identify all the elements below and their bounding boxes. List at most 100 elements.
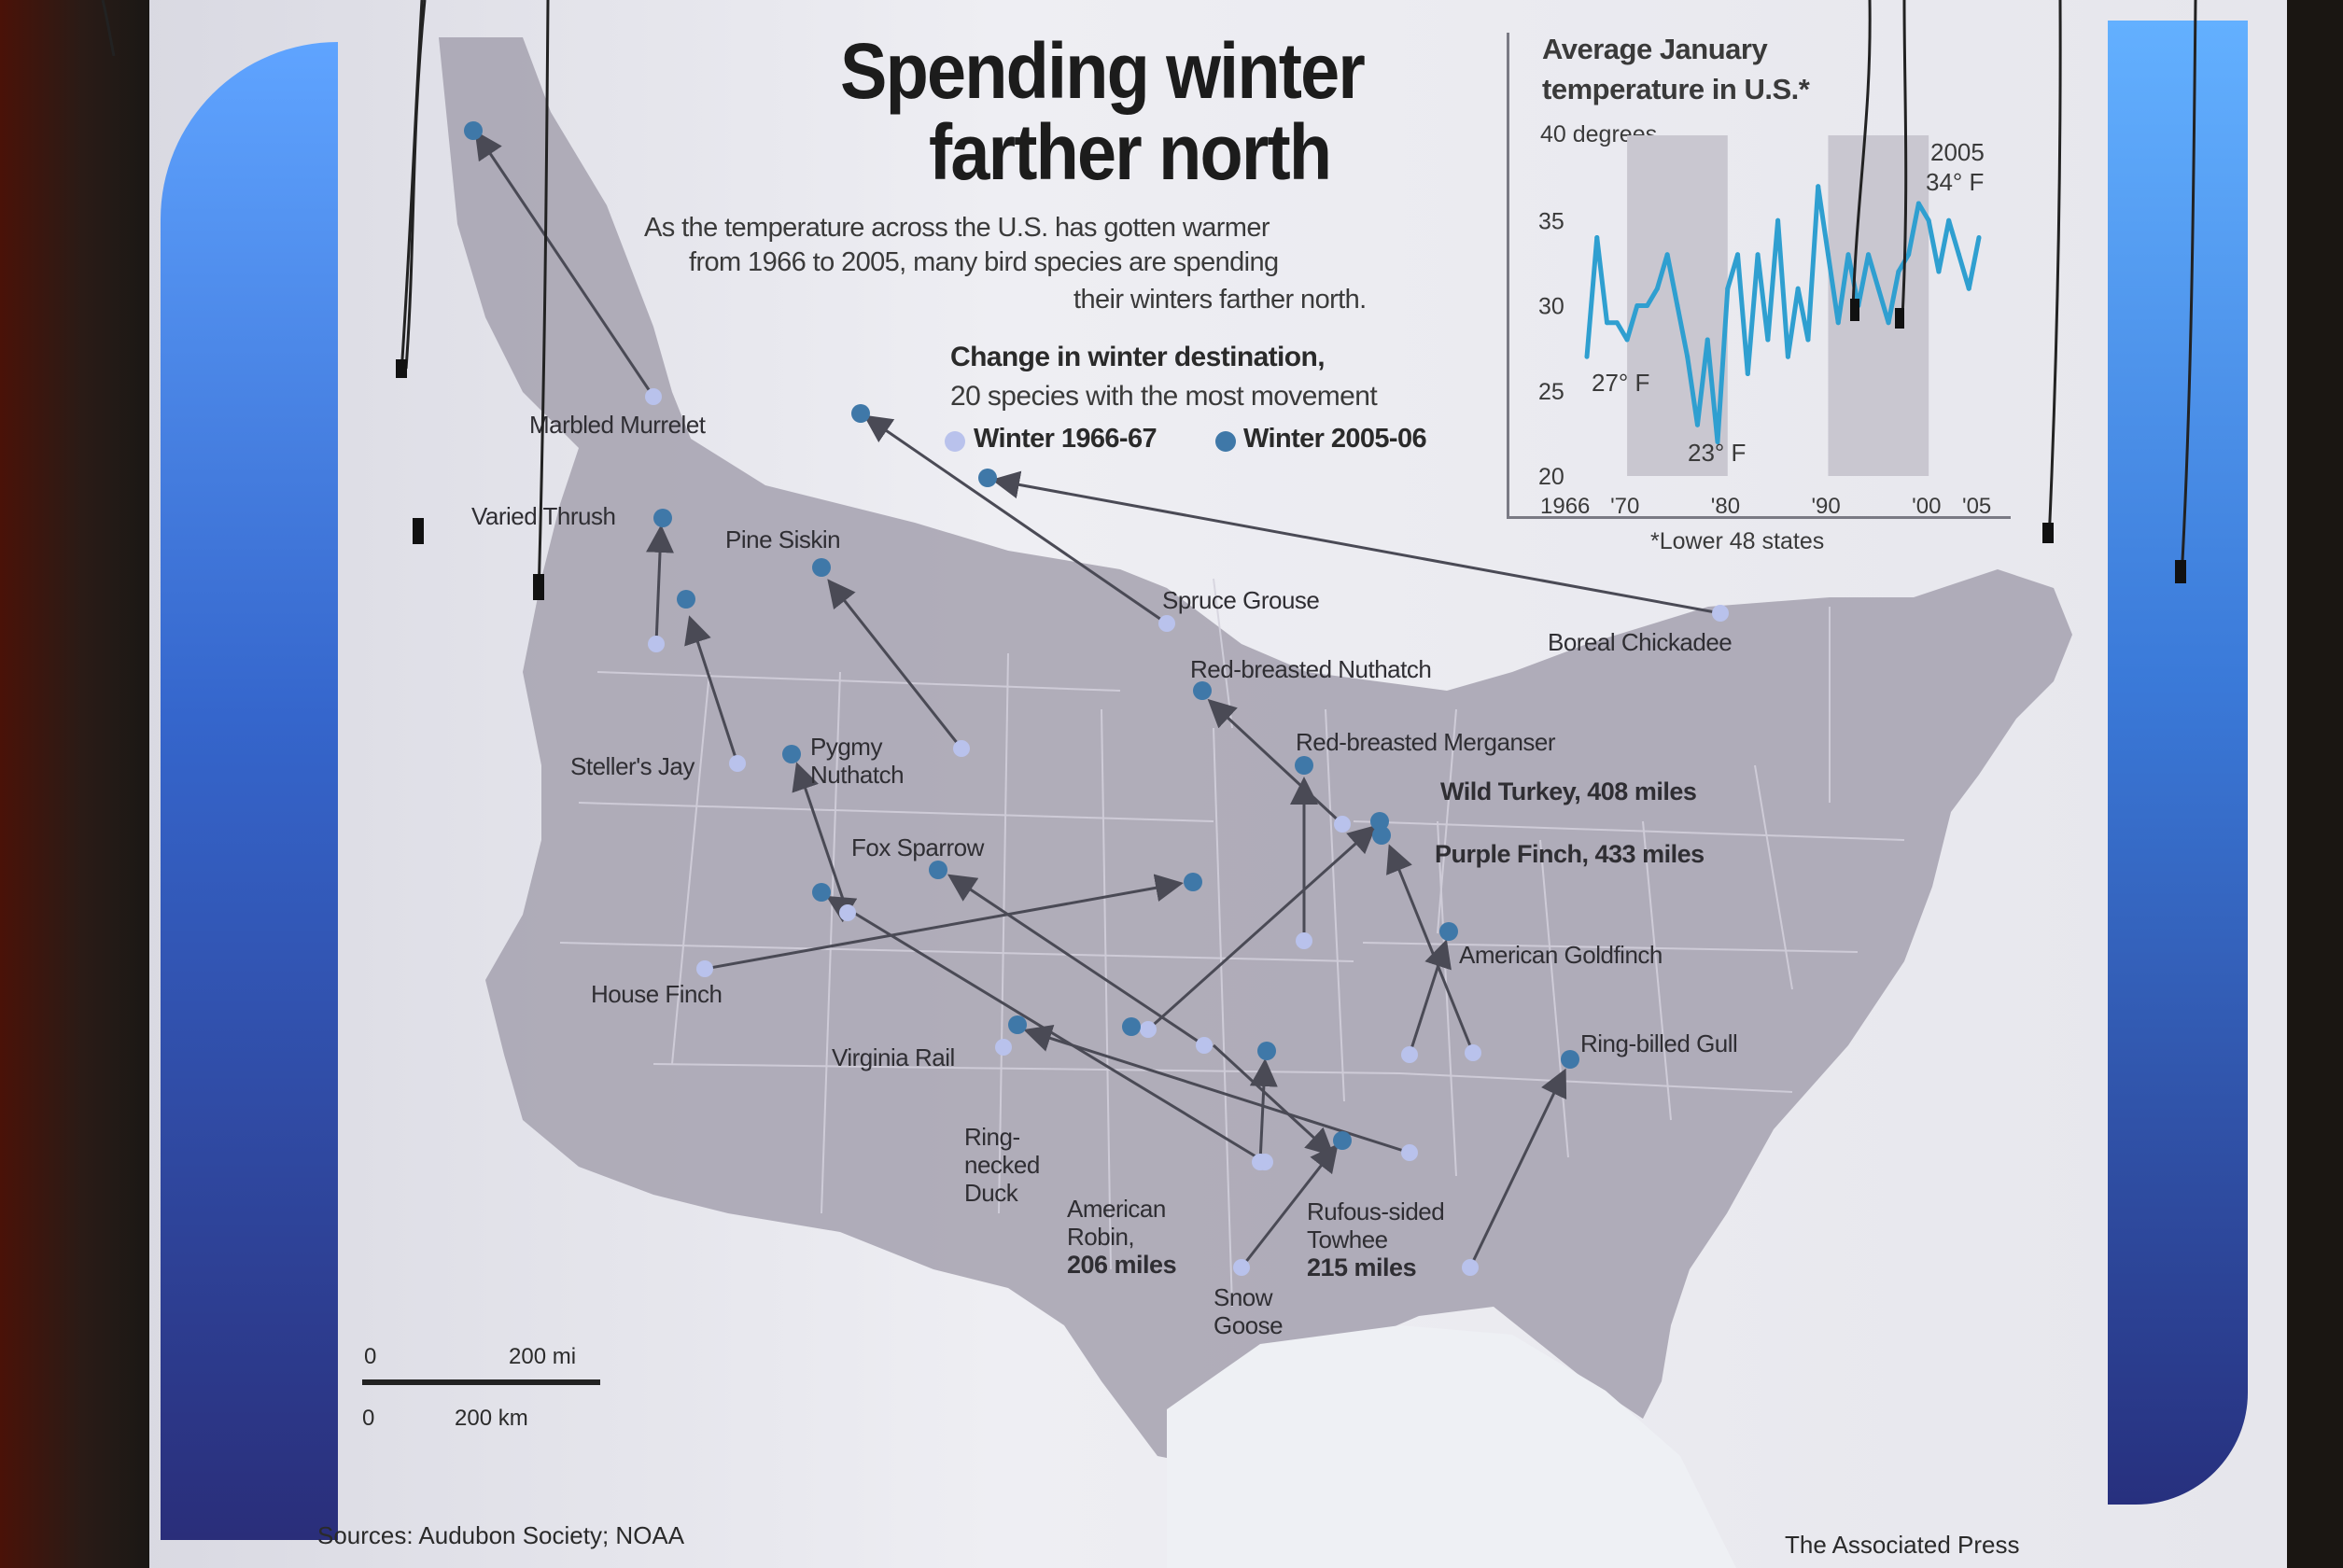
inset-data-point — [1735, 252, 1741, 258]
inset-bottom-rule — [1507, 516, 2011, 519]
arrow-house-finch — [704, 874, 1184, 971]
scale-zero-mi: 0 — [364, 1344, 377, 1369]
arrow-spruce-grouse — [863, 414, 1168, 625]
inset-annotation-start: 27° F — [1592, 369, 1650, 397]
arrow-fox-sparrow — [947, 874, 1205, 1047]
inset-temperature-line — [1584, 184, 1982, 444]
label-ring-billed-gull: Ring-billed Gull — [1580, 1029, 1738, 1057]
inset-title-line2: temperature in U.S.* — [1542, 73, 1810, 105]
inset-data-point — [1594, 235, 1600, 240]
inset-data-point — [1886, 320, 1891, 326]
inset-data-point — [1624, 337, 1630, 343]
inset-data-point — [1705, 337, 1710, 343]
inset-annotation-end: 34° F — [1926, 168, 1985, 196]
arrow-american-robin — [1249, 1058, 1278, 1163]
inset-data-point — [1866, 252, 1872, 258]
arrow-american-goldfinch — [1408, 939, 1452, 1056]
inset-data-point — [1664, 252, 1670, 258]
state-borders — [559, 578, 1905, 1308]
label-house-finch: House Finch — [591, 980, 723, 1008]
inset-x-tick-label: '90 — [1811, 494, 1840, 519]
inset-y-tick-label: 20 — [1538, 464, 1564, 490]
inset-data-point — [1915, 201, 1921, 206]
inset-data-point — [1694, 422, 1700, 427]
label-varied-thrush: Varied Thrush — [471, 502, 616, 530]
label-red-breasted-nuthatch: Red-breasted Nuthatch — [1190, 655, 1432, 683]
inset-footnote: *Lower 48 states — [1650, 528, 1825, 554]
arrow-stellers-jay — [684, 615, 739, 764]
inset-data-point — [1926, 217, 1931, 223]
label-wild-turkey: Wild Turkey, 408 miles — [1440, 777, 1697, 805]
inset-data-point — [1956, 252, 1961, 258]
inset-data-point — [1675, 303, 1680, 308]
ocean-gulf — [1167, 1325, 1736, 1568]
label-stellers-jay: Steller's Jay — [570, 752, 694, 780]
inset-x-tick-label: '70 — [1610, 494, 1639, 519]
inset-data-point — [1775, 217, 1781, 223]
arrow-pygmy-nuthatch — [792, 762, 849, 914]
legend-title: Change in winter destination, — [950, 342, 1326, 372]
footer-sources: Sources: Audubon Society; NOAA — [317, 1521, 685, 1549]
intro-line3: their winters farther north. — [1073, 285, 1367, 315]
inset-data-point — [1896, 269, 1901, 274]
inset-data-point — [1605, 320, 1610, 326]
inset-data-point — [1725, 286, 1731, 291]
label-fox-sparrow: Fox Sparrow — [851, 833, 984, 861]
inset-decade-band — [1828, 135, 1929, 476]
inset-data-point — [1936, 269, 1942, 274]
inset-data-point — [1875, 286, 1881, 291]
label-boreal-chickadee: Boreal Chickadee — [1548, 628, 1733, 656]
dots-1966 — [645, 388, 1729, 1276]
inset-x-tick-label: 1966 — [1540, 494, 1590, 519]
inset-data-point — [1805, 337, 1811, 343]
headline-line1: Spending winter — [840, 27, 1366, 115]
arrow-red-breasted-nuthatch — [1207, 698, 1344, 826]
arrow-pine-siskin — [827, 579, 963, 749]
label-virginia-rail: Virginia Rail — [832, 1043, 955, 1071]
label-snow-goose: Snow Goose — [1214, 1283, 1284, 1339]
label-american-robin-miles: 206 miles — [1067, 1251, 1177, 1279]
headline-line2: farther north — [929, 108, 1332, 196]
arrow-ring-billed-gull — [1468, 1068, 1567, 1268]
scale-km: 200 km — [455, 1406, 528, 1431]
label-rufous-sided-towhee-miles: 215 miles — [1307, 1253, 1417, 1281]
scale-bar — [362, 1379, 600, 1385]
footer-credit: The Associated Press — [1785, 1531, 2020, 1559]
inset-data-point — [1845, 252, 1851, 258]
inset-data-point — [1966, 286, 1971, 291]
arrow-rufous-sided-towhee — [1212, 1043, 1335, 1157]
inset-annotation-year: 2005 — [1930, 138, 1985, 166]
legend-swatch-2005 — [1215, 431, 1236, 452]
inset-title-line1: Average January — [1542, 33, 1768, 65]
inset-data-point — [1745, 371, 1750, 376]
arrow-varied-thrush — [646, 525, 675, 645]
label-pygmy-nuthatch: Pygmy Nuthatch — [810, 733, 905, 789]
inset-data-point — [1584, 354, 1590, 359]
inset-data-point — [1825, 252, 1831, 258]
inset-data-point — [1835, 320, 1841, 326]
label-red-breasted-merganser: Red-breasted Merganser — [1296, 728, 1556, 756]
legend-swatch-1966 — [945, 431, 965, 452]
inset-data-point — [1816, 184, 1821, 189]
inset-data-point — [1946, 217, 1952, 223]
inset-data-point — [1614, 320, 1620, 326]
scale-zero-km: 0 — [362, 1406, 375, 1431]
intro-line1: As the temperature across the U.S. has g… — [644, 213, 1270, 243]
inset-data-point — [1715, 440, 1720, 444]
inset-y-tick-label: 30 — [1538, 294, 1564, 320]
right-blue-band — [2108, 21, 2248, 1505]
label-rufous-sided-towhee: Rufous-sided Towhee — [1307, 1197, 1445, 1253]
inset-x-tick-label: '05 — [1962, 494, 1991, 519]
inset-annotation-low: 23° F — [1688, 439, 1747, 467]
arrow-wild-turkey — [1146, 824, 1377, 1031]
inset-data-point — [1634, 303, 1640, 308]
legend-subtitle: 20 species with the most movement — [950, 381, 1378, 412]
label-american-robin: American Robin, — [1067, 1195, 1166, 1251]
inset-data-point — [1765, 337, 1771, 343]
label-spruce-grouse: Spruce Grouse — [1162, 586, 1320, 614]
